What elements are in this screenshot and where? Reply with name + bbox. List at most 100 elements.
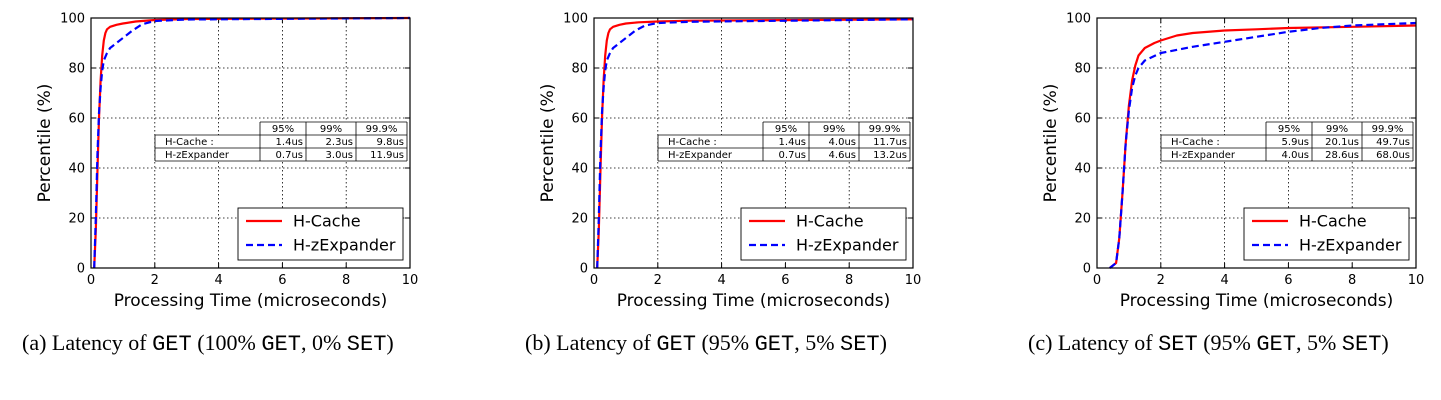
table-header-cell: 95% (1278, 124, 1300, 135)
table-cell: 4.6us (829, 150, 856, 161)
caption-part: SET (840, 332, 880, 357)
table-header-cell: 99.9% (366, 124, 398, 135)
percentile-table: 95% 99% 99.9% H-Cache : 5.9us 20.1us 49.7us H-z… (1160, 121, 1414, 162)
legend-box (740, 207, 907, 261)
table-cell: 9.8us (377, 137, 404, 148)
y-tick-label: 100 (1066, 12, 1091, 27)
legend-label: H-Cache (1299, 212, 1367, 231)
table-header-bg (1266, 122, 1413, 135)
y-tick-label: 100 (563, 12, 588, 27)
x-tick-label: 8 (845, 273, 853, 288)
table-cell: 1.4us (779, 137, 806, 148)
x-tick-label: 8 (342, 273, 350, 288)
table-cell: 11.7us (873, 137, 907, 148)
y-tick-label: 20 (68, 212, 85, 227)
caption-part: ) (1381, 330, 1389, 355)
x-tick-label: 2 (151, 273, 159, 288)
x-tick-label: 10 (1408, 273, 1425, 288)
table-cell: 68.0us (1376, 150, 1410, 161)
legend: H-Cache H-zExpander (237, 207, 404, 261)
x-tick-label: 4 (1220, 273, 1228, 288)
percentile-table: 95% 99% 99.9% H-Cache : 1.4us 4.0us 11.7us H-zE… (657, 121, 911, 162)
legend-label: H-Cache (796, 212, 864, 231)
y-tick-label: 0 (580, 262, 588, 277)
x-tick-label: 0 (590, 273, 598, 288)
caption-part: GET (1256, 332, 1296, 357)
legend-label: H-zExpander (796, 236, 899, 255)
table-cell: 13.2us (873, 150, 907, 161)
y-tick-label: 40 (68, 162, 85, 177)
plot-frame (90, 17, 411, 269)
x-tick-label: 6 (278, 273, 286, 288)
table-row-label: H-zExpander (668, 150, 733, 161)
table-cell: 0.7us (779, 150, 806, 161)
caption-part: GET (754, 332, 795, 357)
x-tick-label: 4 (214, 273, 222, 288)
percentile-table: 95% 99% 99.9% H-Cache : 1.4us 2.3us 9.8us H-zEx… (154, 121, 408, 162)
table-header-cell: 95% (272, 124, 294, 135)
table-header-cell: 99.9% (869, 124, 901, 135)
series-line-h-zexpander (596, 18, 914, 269)
caption-part: (b) Latency of (525, 330, 657, 355)
caption-c: (c) Latency of SET (95% GET, 5% SET) (1028, 326, 1406, 361)
table-row-label: H-zExpander (1171, 150, 1236, 161)
x-tick-label: 8 (1348, 273, 1356, 288)
legend-box (1243, 207, 1410, 261)
y-tick-label: 20 (571, 212, 588, 227)
table-cell: 3.0us (326, 150, 353, 161)
x-tick-label: 2 (654, 273, 662, 288)
caption-part: , 5% (794, 330, 841, 355)
x-tick-label: 10 (905, 273, 922, 288)
y-tick-label: 80 (571, 62, 588, 77)
x-tick-label: 6 (781, 273, 789, 288)
caption-part: (c) Latency of (1028, 330, 1159, 355)
caption-part: GET (261, 332, 301, 357)
x-tick-label: 10 (402, 273, 419, 288)
table-cell: 5.9us (1282, 137, 1309, 148)
caption-part: , 5% (1295, 330, 1342, 355)
table-cell: 28.6us (1325, 150, 1359, 161)
table-header-bg (763, 122, 910, 135)
legend-box (237, 207, 404, 261)
table-header-cell: 99% (1326, 124, 1348, 135)
y-tick-label: 80 (1074, 62, 1091, 77)
caption-a: (a) Latency of GET (100% GET, 0% SET) (22, 326, 400, 361)
x-axis-label: Processing Time (microseconds) (114, 291, 388, 311)
table-header-cell: 99% (823, 124, 845, 135)
x-tick-label: 0 (1093, 273, 1101, 288)
caption-part: SET (346, 332, 387, 357)
caption-part: SET (1158, 332, 1198, 357)
x-tick-label: 4 (717, 273, 725, 288)
caption-part: (95% (695, 330, 755, 355)
series-line-h-zexpander (93, 16, 411, 269)
caption-part: ) (879, 330, 887, 355)
caption-part: GET (152, 332, 192, 357)
table-cell: 2.3us (326, 137, 353, 148)
table-cell: 11.9us (370, 150, 404, 161)
y-tick-label: 20 (1074, 212, 1091, 227)
x-axis-label: Processing Time (microseconds) (1120, 291, 1394, 311)
x-tick-label: 6 (1284, 273, 1292, 288)
table-cell: 0.7us (276, 150, 303, 161)
plot-frame (593, 17, 914, 269)
plot-frame (1096, 17, 1417, 269)
figure-b: 0 2 4 6 8 10 0 20 40 60 80 100 Processing Time (micr… (503, 0, 921, 400)
table-row-label: H-zExpander (165, 150, 230, 161)
table-cell: 4.0us (1282, 150, 1309, 161)
table-header-cell: 95% (775, 124, 797, 135)
y-tick-label: 0 (1083, 262, 1091, 277)
legend-label: H-zExpander (1299, 236, 1402, 255)
y-tick-label: 40 (1074, 162, 1091, 177)
y-tick-label: 60 (68, 112, 85, 127)
caption-part: , 0% (300, 330, 347, 355)
x-axis-label: Processing Time (microseconds) (617, 291, 891, 311)
y-tick-label: 0 (77, 262, 85, 277)
caption-part: (95% (1197, 330, 1257, 355)
x-tick-label: 2 (1157, 273, 1165, 288)
y-tick-label: 80 (68, 62, 85, 77)
series-line-h-zexpander (1109, 21, 1417, 269)
y-tick-label: 60 (571, 112, 588, 127)
